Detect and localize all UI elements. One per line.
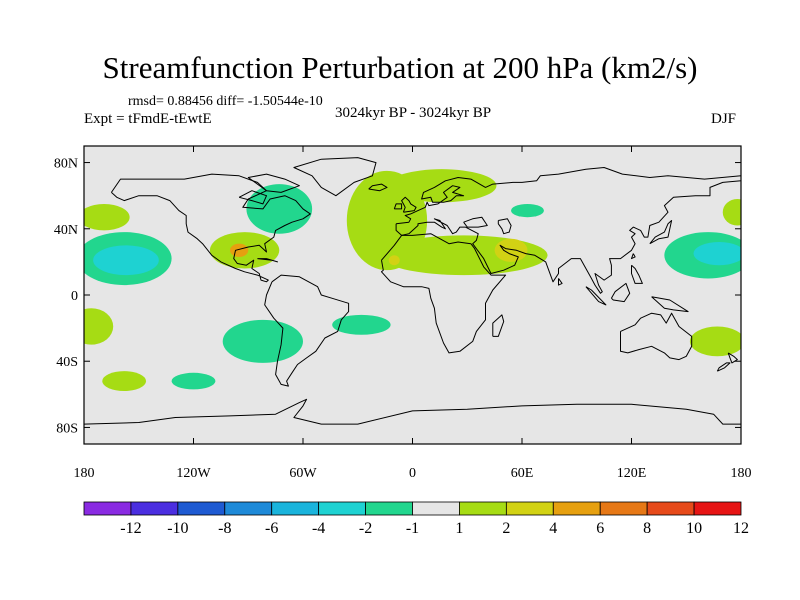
coastline-south-america xyxy=(264,274,350,387)
stats-label: rmsd= 0.88456 diff= -1.50544e-10 xyxy=(128,94,323,109)
colorbar-box xyxy=(505,501,554,516)
colorbar-box xyxy=(177,501,226,516)
anomaly-sahara-yellow xyxy=(388,255,400,266)
colorbar-label: -2 xyxy=(359,520,372,537)
coastline-caspian xyxy=(497,218,512,235)
season-label: DJF xyxy=(711,111,737,127)
colorbar-label: -6 xyxy=(265,520,278,537)
anomaly-central-asia-teal xyxy=(511,203,544,218)
coastline-eurasia xyxy=(395,167,741,294)
colorbar-label: 2 xyxy=(502,520,510,537)
coastline-black-sea xyxy=(463,216,488,228)
colorbar-box xyxy=(412,501,460,516)
coastline-japan xyxy=(649,220,673,245)
x-tick-label: 120W xyxy=(176,466,211,481)
coastline-greenland xyxy=(293,157,377,197)
chart-title: Streamfunction Perturbation at 200 hPa (… xyxy=(102,50,698,85)
colorbar-box xyxy=(318,501,366,516)
colorbar-box xyxy=(599,501,648,516)
coastline-borneo xyxy=(610,282,631,303)
colorbar-labels: -12 -10 -8 -6 -4 -2 -1 1 2 4 6 8 10 12 xyxy=(120,520,749,537)
colorbar-box xyxy=(224,501,273,516)
anomaly-south-atlantic-teal xyxy=(332,314,391,335)
colorbar-label: 10 xyxy=(686,520,702,537)
coastline-africa xyxy=(381,233,507,354)
coastline-sri-lanka xyxy=(558,278,563,286)
colorbar-label: 1 xyxy=(455,520,463,537)
colorbar-box xyxy=(271,501,320,516)
period-label: 3024kyr BP - 3024kyr BP xyxy=(334,105,492,121)
coastline-philippines xyxy=(631,264,643,284)
anomaly-pac-south-green xyxy=(84,308,114,345)
coastline-cuba xyxy=(257,258,278,263)
anomaly-pac-west-green xyxy=(84,203,130,231)
y-tick-label: 40N xyxy=(54,223,78,238)
colorbar-box xyxy=(83,501,132,516)
x-tick-label: 60E xyxy=(511,466,534,481)
y-tick-label: 0 xyxy=(71,289,78,304)
anomaly-contours xyxy=(84,169,741,392)
colorbar-label: -1 xyxy=(406,520,419,537)
colorbar-label: -4 xyxy=(312,520,325,537)
coastline-australia xyxy=(620,312,693,361)
anomaly-pac-north-cyan xyxy=(93,245,159,276)
colorbar-label: 8 xyxy=(643,520,651,537)
colorbar-box xyxy=(365,501,413,516)
anomaly-arabia-yellow xyxy=(494,238,528,262)
x-tick-label: 0 xyxy=(409,466,416,481)
coastline-baffin xyxy=(247,173,300,193)
y-tick-label: 40S xyxy=(56,355,78,370)
anomaly-pac-south2-green xyxy=(102,371,147,392)
colorbar-box xyxy=(130,501,179,516)
anomaly-west-pacific-cyan xyxy=(693,242,741,266)
colorbar-label: 6 xyxy=(596,520,604,537)
anomaly-north-pacific-edge-green xyxy=(722,198,741,226)
anomaly-australia-east-green xyxy=(689,326,741,357)
x-tick-label: 120E xyxy=(617,466,647,481)
coastline-iceland xyxy=(368,183,388,192)
anomaly-south-pacific-teal xyxy=(171,372,216,390)
coastline-taiwan xyxy=(631,253,636,260)
anomaly-north-europe-green xyxy=(386,169,497,203)
coastline-ireland xyxy=(393,203,403,210)
coastline-hudson-bay xyxy=(238,190,267,205)
coastline-sumatra xyxy=(585,286,607,306)
experiment-label: Expt = tFmdE-tEwtE xyxy=(84,111,212,127)
colorbar-box xyxy=(552,501,601,516)
coastline-new-guinea xyxy=(651,296,689,313)
coastline-madagascar xyxy=(492,314,505,337)
coastline-new-zealand-south xyxy=(716,362,731,372)
coastline-north-america xyxy=(110,173,311,283)
map-axes: 180 120W 60W 0 60E 120E 180 80N 40N 0 40S 80S xyxy=(54,146,752,481)
x-tick-label: 180 xyxy=(731,466,752,481)
coastline-new-zealand-north xyxy=(727,352,738,364)
colorbar-box xyxy=(459,501,507,516)
colorbar-label: -12 xyxy=(120,520,141,537)
x-tick-label: 60W xyxy=(289,466,317,481)
y-tick-label: 80N xyxy=(54,157,78,172)
x-tick-label: 180 xyxy=(74,466,95,481)
coastline-antarctica xyxy=(84,398,741,425)
colorbar-label: -10 xyxy=(167,520,188,537)
coastline-great-britain xyxy=(401,196,417,213)
colorbar-box xyxy=(693,501,742,516)
colorbar-label: -8 xyxy=(218,520,231,537)
y-tick-label: 80S xyxy=(56,421,78,436)
colorbar-boxes xyxy=(83,501,742,516)
colorbar-label: 12 xyxy=(733,520,749,537)
colorbar-label: 4 xyxy=(549,520,557,537)
coastlines xyxy=(84,157,741,425)
colorbar-box xyxy=(646,501,695,516)
